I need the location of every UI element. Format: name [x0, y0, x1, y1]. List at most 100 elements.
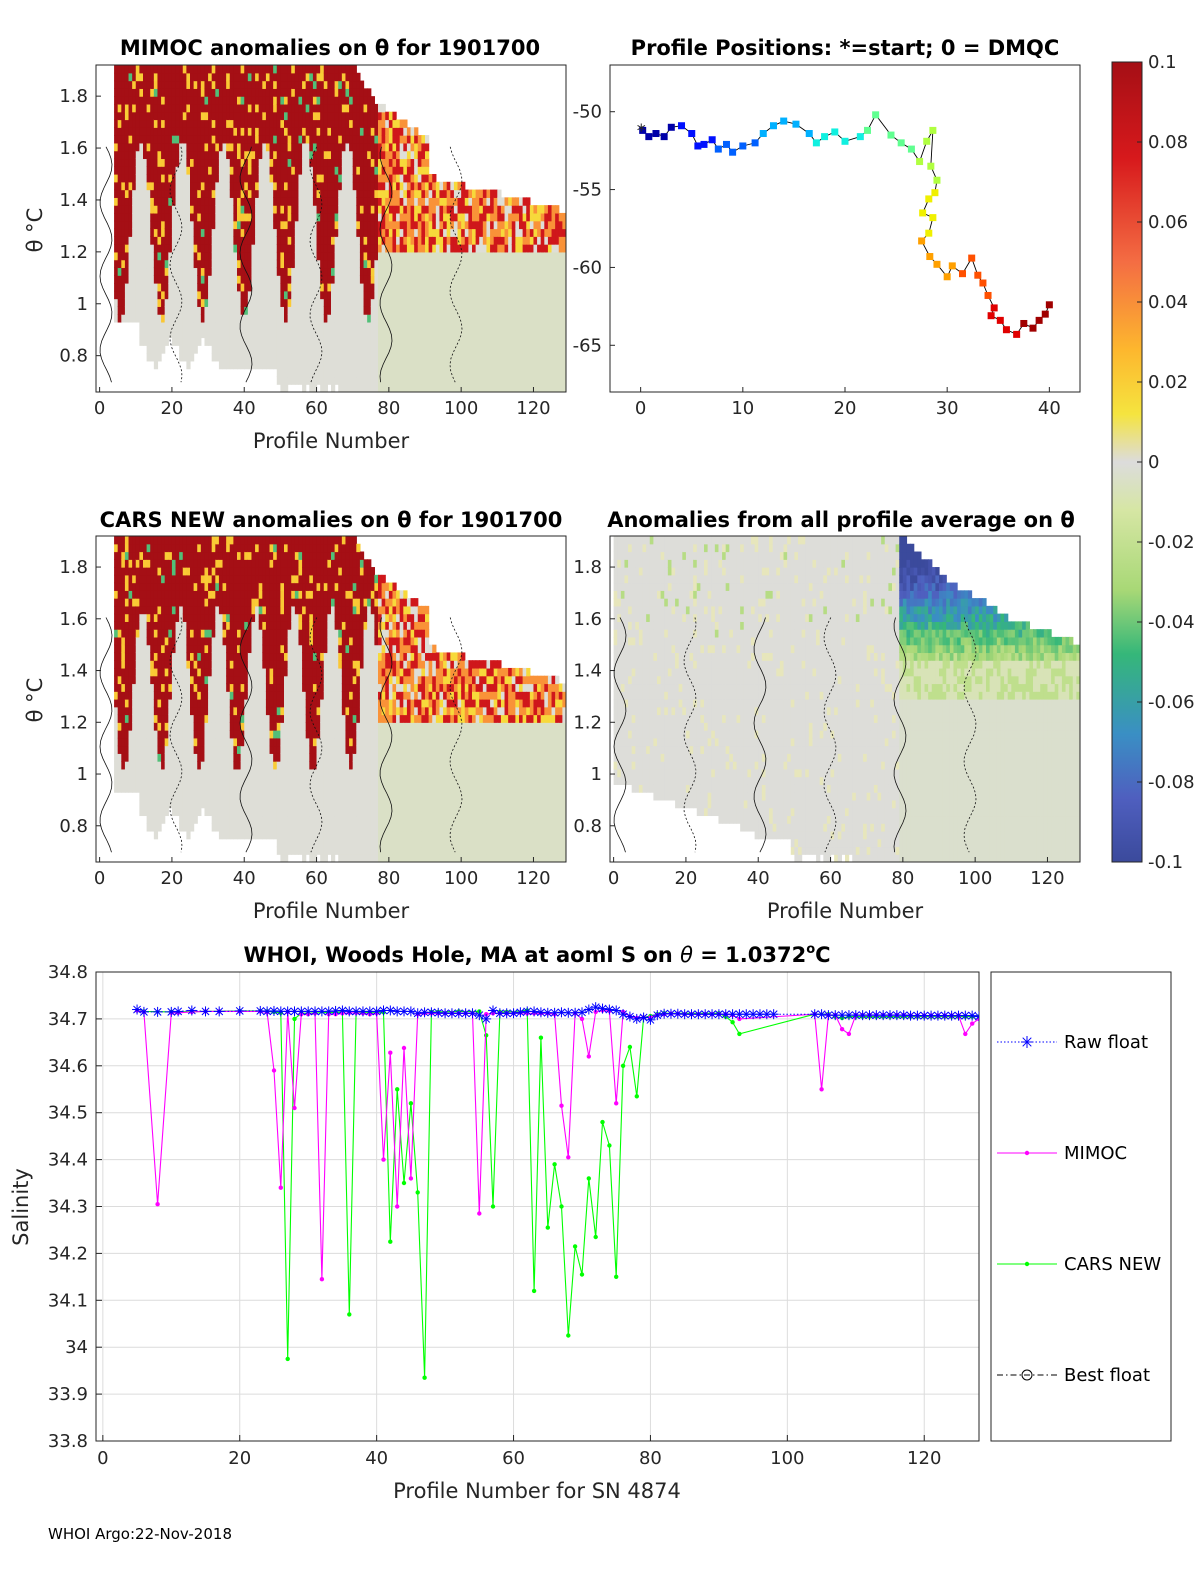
- cars-cell: [164, 691, 169, 700]
- mimoc-cell: [551, 345, 556, 354]
- mimoc-cell: [168, 244, 173, 253]
- mimoc-cell: [157, 314, 162, 323]
- mimoc-cell: [345, 135, 350, 144]
- mimoc-cell: [500, 283, 506, 292]
- mimoc-cell: [146, 220, 151, 230]
- mimoc-cell: [352, 353, 357, 362]
- mimoc-cell: [453, 337, 459, 346]
- mimoc-cell: [392, 329, 397, 339]
- mimoc-cell: [146, 345, 151, 354]
- cars-cell: [164, 792, 169, 801]
- mimoc-cell: [450, 345, 455, 354]
- mimoc-cell: [302, 88, 307, 97]
- mimoc-cell: [161, 103, 166, 113]
- mimoc-cell: [255, 96, 260, 105]
- mimoc-cell: [468, 376, 473, 385]
- mimoc-cell: [352, 135, 357, 144]
- mimoc-cell: [490, 212, 495, 222]
- mimoc-cell: [298, 275, 303, 284]
- mimoc-cell: [258, 150, 263, 160]
- mimoc-cell: [143, 212, 148, 222]
- mimoc-cell: [312, 267, 318, 276]
- mimoc-cell: [132, 142, 137, 152]
- mimoc-cell: [146, 251, 151, 261]
- mimoc-cell: [519, 259, 524, 269]
- mimoc-cell: [439, 290, 444, 300]
- mimoc-cell: [472, 306, 477, 315]
- mimoc-cell: [128, 119, 133, 128]
- mimoc-cell: [388, 197, 394, 206]
- mimoc-cell: [363, 236, 368, 245]
- mimoc-cell: [486, 360, 491, 370]
- mimoc-cell: [294, 275, 300, 284]
- mimoc-cell: [515, 337, 520, 346]
- mimoc-cell: [472, 197, 477, 206]
- mimoc-cell: [504, 290, 509, 300]
- mimoc-cell: [547, 251, 553, 261]
- mimoc-cell: [406, 360, 412, 370]
- mimoc-cell: [547, 337, 553, 346]
- mimoc-cell: [247, 306, 253, 315]
- mimoc-cell: [139, 228, 144, 237]
- mimoc-cell: [316, 174, 321, 183]
- mimoc-cell: [146, 111, 151, 121]
- mimoc-cell: [132, 111, 137, 121]
- mimoc-cell: [211, 244, 216, 253]
- mimoc-cell: [298, 353, 303, 362]
- mimoc-cell: [204, 321, 209, 331]
- mimoc-cell: [396, 236, 401, 245]
- mimoc-cell: [515, 283, 520, 292]
- mimoc-cell: [208, 80, 213, 89]
- mimoc-cell: [500, 244, 506, 253]
- mimoc-cell: [392, 298, 397, 307]
- mimoc-cell: [406, 353, 412, 362]
- mimoc-cell: [204, 197, 209, 206]
- mimoc-cell: [526, 275, 531, 284]
- mimoc-cell: [291, 353, 296, 362]
- mimoc-cell: [139, 103, 144, 113]
- cars-cell: [135, 737, 140, 747]
- mimoc-cell: [526, 337, 531, 346]
- mimoc-cell: [475, 321, 480, 331]
- cars-cell: [150, 799, 155, 809]
- mimoc-cell: [247, 174, 253, 183]
- mimoc-cell: [182, 150, 187, 160]
- mimoc-cell: [139, 142, 144, 152]
- mimoc-cell: [464, 212, 469, 222]
- mimoc-cell: [262, 236, 267, 245]
- mimoc-cell: [367, 267, 372, 276]
- mimoc-cell: [269, 135, 274, 144]
- mimoc-cell: [204, 220, 209, 230]
- mimoc-cell: [547, 212, 553, 222]
- cars-cell: [117, 699, 122, 708]
- mimoc-cell: [500, 337, 506, 346]
- mimoc-cell: [215, 321, 220, 331]
- mimoc-cell: [403, 251, 408, 261]
- mimoc-cell: [255, 321, 260, 331]
- mimoc-cell: [150, 166, 155, 175]
- cars-cell: [124, 613, 130, 622]
- mimoc-cell: [284, 205, 289, 214]
- mimoc-cell: [450, 360, 455, 370]
- mimoc-cell: [425, 283, 430, 292]
- mimoc-cell: [417, 259, 422, 269]
- mimoc-cell: [537, 212, 542, 222]
- mimoc-cell: [435, 290, 441, 300]
- mimoc-cell: [493, 259, 498, 269]
- mimoc-cell: [399, 345, 404, 354]
- mimoc-xtick-label: 0: [94, 398, 105, 419]
- mimoc-cell: [200, 158, 206, 167]
- mimoc-cell: [453, 384, 459, 392]
- mimoc-cell: [461, 205, 466, 214]
- cars-cell: [114, 574, 119, 584]
- mimoc-cell: [197, 220, 202, 230]
- mimoc-cell: [327, 283, 332, 292]
- mimoc-cell: [229, 228, 234, 237]
- cars-cell: [150, 730, 155, 739]
- mimoc-cell: [164, 329, 169, 339]
- mimoc-cell: [215, 329, 220, 339]
- mimoc-cell: [262, 189, 267, 198]
- cars-cell: [139, 699, 144, 708]
- mimoc-cell: [237, 174, 242, 183]
